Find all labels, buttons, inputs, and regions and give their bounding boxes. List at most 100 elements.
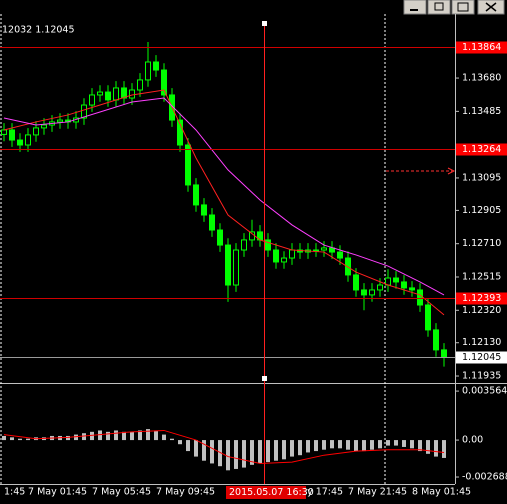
y-tick-label: 1.12515	[462, 271, 501, 282]
moving-average	[3, 97, 445, 296]
candle-body	[81, 104, 87, 119]
macd-bar	[2, 435, 6, 441]
candle-body	[369, 289, 375, 296]
candle-body	[433, 329, 439, 351]
macd-bar	[402, 440, 406, 447]
candle-body	[33, 127, 39, 136]
y-tick-label: -0.002688	[462, 472, 507, 483]
window-buttons	[403, 0, 505, 15]
price-level-label: 1.13864	[462, 42, 501, 53]
y-tick-label: 1.13485	[462, 106, 501, 117]
price-level-label: 1.13264	[462, 144, 501, 155]
candle-body	[361, 289, 367, 296]
x-tick-label: 7 May 17:45	[284, 487, 343, 498]
x-tick-label: 7 May 21:45	[348, 487, 407, 498]
candle-body	[193, 184, 199, 206]
y-tick-label: 1.13680	[462, 73, 501, 84]
y-tick-label: 1.13095	[462, 172, 501, 183]
macd-bar	[122, 431, 126, 441]
macd-bar	[82, 433, 86, 441]
y-tick-label: 1.12710	[462, 238, 501, 249]
candle-body	[41, 124, 47, 129]
y-tick-label: 0.00	[462, 435, 483, 446]
y-tick-label: 0.003564	[462, 386, 507, 397]
macd-bar	[298, 440, 302, 456]
macd-bar	[362, 440, 366, 452]
macd-bar	[306, 440, 310, 453]
macd-bar	[218, 440, 222, 467]
macd-bar	[170, 438, 174, 441]
macd-bar	[106, 431, 110, 441]
macd-bar	[258, 440, 262, 464]
candle-body	[217, 229, 223, 246]
macd-bar	[154, 430, 158, 441]
candle-body	[265, 239, 271, 251]
candle-body	[57, 119, 63, 123]
crosshair-handle	[262, 376, 267, 381]
x-tick-label: 1:45	[4, 487, 25, 498]
candle-body	[201, 204, 207, 216]
macd-bar	[26, 438, 30, 441]
macd-bar	[242, 440, 246, 468]
moving-average	[3, 89, 445, 316]
candle-body	[281, 257, 287, 263]
macd-bar	[354, 440, 358, 452]
macd-bar	[114, 430, 118, 441]
price-level-box	[456, 41, 507, 54]
arrow-head	[447, 167, 456, 175]
candle-body	[177, 119, 183, 146]
candle-body	[97, 91, 103, 96]
macd-bar	[66, 435, 70, 441]
candle-body	[89, 94, 95, 106]
candle-body	[377, 284, 383, 291]
close-icon	[485, 2, 497, 12]
price-level-box	[456, 351, 507, 364]
macd-bar	[426, 440, 430, 454]
macd-bar	[10, 437, 14, 441]
macd-bar	[138, 430, 142, 441]
candle-body	[289, 249, 295, 259]
candle-body	[161, 69, 167, 96]
macd-bar	[162, 434, 166, 441]
macd-bar	[90, 431, 94, 441]
macd-bar	[274, 440, 278, 461]
macd-bar	[394, 440, 398, 446]
macd-bar	[210, 440, 214, 464]
candle-body	[113, 87, 119, 101]
restore-button[interactable]	[427, 0, 451, 15]
candle-body	[321, 247, 327, 251]
candle-body	[137, 79, 143, 91]
macd-bar	[370, 440, 374, 450]
macd-bar	[378, 440, 382, 449]
x-tick-label: 7 May 09:45	[156, 487, 215, 498]
candle-body	[273, 249, 279, 263]
candle-body	[129, 89, 135, 99]
candle-body	[145, 61, 151, 81]
maximize-icon	[457, 2, 469, 12]
macd-bar	[290, 440, 294, 457]
macd-signal	[3, 429, 445, 464]
price-level-label: 1.12045	[462, 352, 501, 363]
candle-body	[185, 144, 191, 186]
macd-bar	[442, 440, 446, 458]
macd-bar	[194, 440, 198, 457]
macd-bar	[418, 440, 422, 452]
candle-body	[425, 304, 431, 331]
minimize-button[interactable]	[403, 0, 427, 15]
candle-body	[353, 274, 359, 291]
maximize-button[interactable]	[451, 0, 475, 15]
x-tick-label: 8 May 01:45	[412, 487, 471, 498]
macd-bar	[178, 440, 182, 445]
y-tick-label: 1.12905	[462, 205, 501, 216]
candle-body	[409, 287, 415, 291]
macd-bar	[322, 440, 326, 450]
candle-body	[1, 129, 7, 135]
candle-body	[25, 134, 31, 146]
candle-body	[337, 251, 343, 259]
price-level-box	[456, 292, 507, 305]
candle-body	[9, 129, 15, 141]
macd-bar	[346, 440, 350, 450]
candle-body	[121, 87, 127, 99]
